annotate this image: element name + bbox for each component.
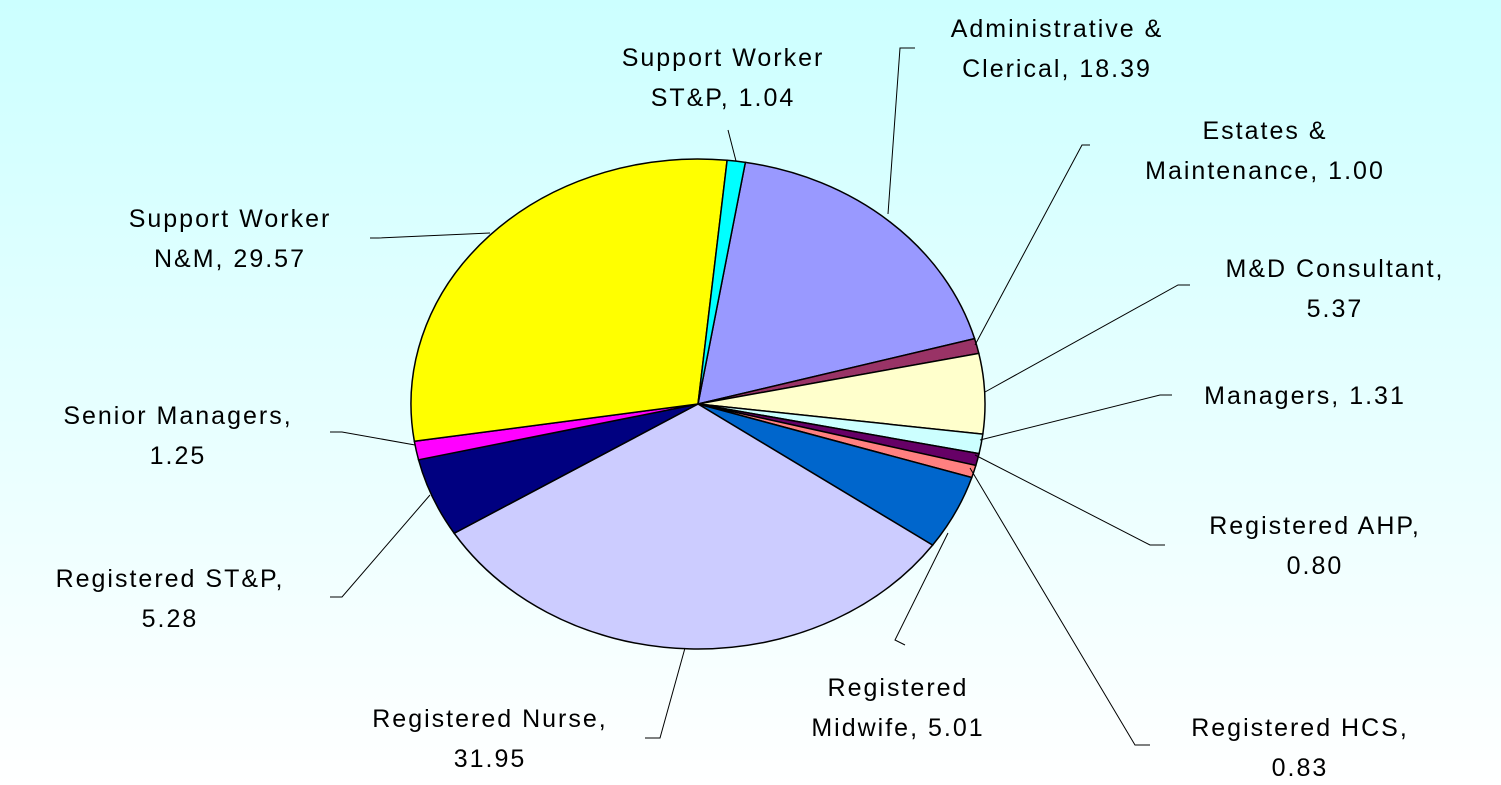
leader-line	[894, 532, 949, 646]
leader-line	[645, 647, 686, 739]
pie-slice	[453, 403, 934, 650]
slice-label: Midwife, 5.01	[811, 714, 984, 742]
slice-label: M&D Consultant,	[1226, 255, 1445, 283]
slice-label: Senior Managers,	[63, 402, 292, 430]
slice-label: Maintenance, 1.00	[1145, 157, 1385, 185]
leader-line	[974, 454, 1165, 546]
pie-slice	[697, 159, 747, 405]
leader-line	[330, 494, 431, 598]
slice-label: N&M, 29.57	[154, 245, 306, 273]
slice-label: 0.83	[1272, 754, 1329, 782]
slice-label: Registered HCS,	[1191, 714, 1409, 742]
slice-label: Administrative &	[951, 15, 1164, 43]
leader-line	[984, 284, 1190, 393]
leader-line	[974, 144, 1090, 346]
leader-line	[370, 232, 491, 239]
slice-label: 5.37	[1307, 295, 1364, 323]
slice-label: Registered Nurse,	[372, 705, 607, 733]
leader-line	[727, 129, 737, 162]
slice-label: Support Worker	[129, 205, 332, 233]
slice-label: Support Worker	[622, 44, 825, 72]
leader-line	[887, 47, 915, 215]
pie-slice	[410, 158, 728, 443]
slice-label: 1.25	[150, 442, 207, 470]
slice-label: 31.95	[454, 745, 527, 773]
leader-line	[969, 467, 1150, 746]
leader-line	[330, 431, 416, 446]
slice-label: ST&P, 1.04	[651, 84, 796, 112]
slice-label: Registered ST&P,	[56, 565, 285, 593]
slice-label: Managers, 1.31	[1204, 382, 1406, 410]
slice-label: 0.80	[1287, 552, 1344, 580]
pie-slice	[697, 161, 976, 405]
slice-label: Clerical, 18.39	[962, 55, 1152, 83]
leader-line	[979, 394, 1172, 441]
slice-label: Estates &	[1203, 117, 1328, 145]
slice-label: Registered	[828, 674, 969, 702]
slice-label: Registered AHP,	[1209, 512, 1421, 540]
slice-label: 5.28	[142, 605, 199, 633]
